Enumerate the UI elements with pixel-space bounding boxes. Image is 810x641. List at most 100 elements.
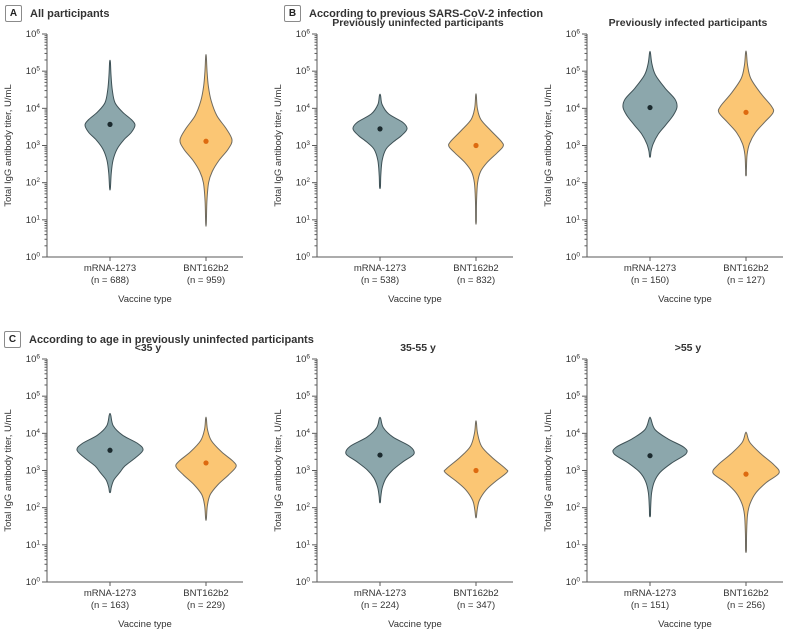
y-tick-label: 104: [26, 103, 41, 115]
group-label-bnt162b2: BNT162b2: [183, 263, 228, 274]
y-tick-label: 102: [26, 177, 41, 189]
y-tick-label: 105: [566, 391, 581, 403]
chart-C-gt55: >55 y Total IgG antibody titer, U/mL 100 10…: [543, 342, 783, 630]
panel-title-a: All participants: [30, 7, 110, 20]
y-tick-label: 105: [26, 66, 41, 78]
y-tick-label: 101: [566, 214, 581, 226]
median-dot-mrna-1273: [107, 447, 113, 453]
y-tick-label: 104: [296, 103, 311, 115]
y-tick-label: 103: [296, 140, 311, 152]
group-n-label-bnt162b2: (n = 347): [457, 600, 495, 611]
group-n-label-mrna-1273: (n = 224): [361, 600, 399, 611]
y-tick-label: 102: [296, 502, 311, 514]
group-label-mrna-1273: mRNA-1273: [84, 588, 136, 599]
group-label-bnt162b2: BNT162b2: [453, 263, 498, 274]
y-tick-label: 100: [566, 252, 581, 264]
x-axis-label: Vaccine type: [658, 294, 712, 305]
y-tick-label: 106: [566, 29, 581, 41]
y-tick-label: 103: [26, 465, 41, 477]
group-n-label-mrna-1273: (n = 163): [91, 600, 129, 611]
panel-badge-c: C: [4, 331, 21, 348]
y-tick-label: 101: [566, 539, 581, 551]
y-tick-label: 105: [296, 66, 311, 78]
y-tick-label: 101: [26, 539, 41, 551]
group-n-label-bnt162b2: (n = 256): [727, 600, 765, 611]
y-tick-label: 104: [296, 428, 311, 440]
y-tick-label: 103: [566, 465, 581, 477]
median-dot-bnt162b2: [473, 142, 479, 149]
group-label-bnt162b2: BNT162b2: [183, 588, 228, 599]
chart-subtitle: >55 y: [675, 342, 702, 354]
median-dot-bnt162b2: [203, 460, 209, 466]
chart-subtitle: 35-55 y: [400, 342, 436, 354]
median-dot-bnt162b2: [473, 467, 479, 474]
chart-C-lt35: <35 y Total IgG antibody titer, U/mL 100 10…: [3, 342, 243, 630]
y-tick-label: 106: [26, 354, 41, 366]
y-tick-label: 100: [26, 252, 41, 264]
group-n-label-bnt162b2: (n = 127): [727, 275, 765, 286]
y-tick-label: 102: [296, 177, 311, 189]
y-tick-label: 103: [296, 465, 311, 477]
y-tick-label: 101: [296, 214, 311, 226]
panel-badge-b: B: [284, 5, 301, 22]
median-dot-mrna-1273: [647, 453, 653, 459]
group-n-label-bnt162b2: (n = 832): [457, 275, 495, 286]
x-axis-label: Vaccine type: [388, 294, 442, 305]
median-dot-mrna-1273: [377, 452, 383, 458]
y-tick-label: 100: [566, 577, 581, 589]
y-tick-label: 104: [26, 428, 41, 440]
group-label-mrna-1273: mRNA-1273: [84, 263, 136, 274]
panel-header-c: C According to age in previously uninfec…: [4, 331, 314, 348]
x-axis-label: Vaccine type: [118, 619, 172, 630]
y-axis-label: Total IgG antibody titer, U/mL: [273, 409, 284, 532]
y-tick-label: 104: [566, 428, 581, 440]
group-n-label-bnt162b2: (n = 959): [187, 275, 225, 286]
y-tick-label: 100: [296, 252, 311, 264]
x-axis-label: Vaccine type: [658, 619, 712, 630]
panel-header-a: A All participants: [5, 5, 109, 22]
y-tick-label: 102: [566, 502, 581, 514]
median-dot-mrna-1273: [647, 104, 653, 111]
y-tick-label: 106: [566, 354, 581, 366]
group-label-mrna-1273: mRNA-1273: [624, 588, 676, 599]
y-tick-label: 106: [296, 354, 311, 366]
y-axis-label: Total IgG antibody titer, U/mL: [3, 409, 14, 532]
y-tick-label: 100: [296, 577, 311, 589]
group-n-label-mrna-1273: (n = 151): [631, 600, 669, 611]
group-label-bnt162b2: BNT162b2: [723, 263, 768, 274]
median-dot-bnt162b2: [743, 109, 749, 115]
x-axis-label: Vaccine type: [118, 294, 172, 305]
median-dot-mrna-1273: [377, 126, 383, 132]
violin-mrna-1273: [345, 416, 415, 504]
panel-title-c: According to age in previously uninfecte…: [29, 333, 314, 346]
group-label-bnt162b2: BNT162b2: [453, 588, 498, 599]
y-tick-label: 105: [566, 66, 581, 78]
y-axis-label: Total IgG antibody titer, U/mL: [543, 84, 554, 207]
x-axis-label: Vaccine type: [388, 619, 442, 630]
y-tick-label: 105: [26, 391, 41, 403]
violin-bnt162b2: [448, 93, 504, 225]
group-n-label-mrna-1273: (n = 688): [91, 275, 129, 286]
y-tick-label: 101: [296, 539, 311, 551]
y-axis-label: Total IgG antibody titer, U/mL: [3, 84, 14, 207]
median-dot-bnt162b2: [203, 138, 209, 144]
y-tick-label: 106: [26, 29, 41, 41]
panel-header-b: B According to previous SARS-CoV-2 infec…: [284, 5, 543, 22]
y-tick-label: 100: [26, 577, 41, 589]
chart-A: Total IgG antibody titer, U/mL 100 101 102 1…: [3, 29, 243, 305]
group-label-bnt162b2: BNT162b2: [723, 588, 768, 599]
y-axis-label: Total IgG antibody titer, U/mL: [543, 409, 554, 532]
y-tick-label: 101: [26, 214, 41, 226]
y-tick-label: 106: [296, 29, 311, 41]
chart-C-35-55: 35-55 y Total IgG antibody titer, U/mL 100…: [273, 342, 513, 630]
median-dot-mrna-1273: [107, 121, 113, 127]
y-tick-label: 103: [26, 140, 41, 152]
panel-badge-a: A: [5, 5, 22, 22]
violin-mrna-1273: [352, 93, 408, 190]
chart-subtitle: Previously infected participants: [609, 17, 768, 29]
group-label-mrna-1273: mRNA-1273: [354, 588, 406, 599]
violin-mrna-1273: [612, 416, 688, 518]
panel-title-b: According to previous SARS-CoV-2 infecti…: [309, 7, 544, 20]
y-tick-label: 105: [296, 391, 311, 403]
